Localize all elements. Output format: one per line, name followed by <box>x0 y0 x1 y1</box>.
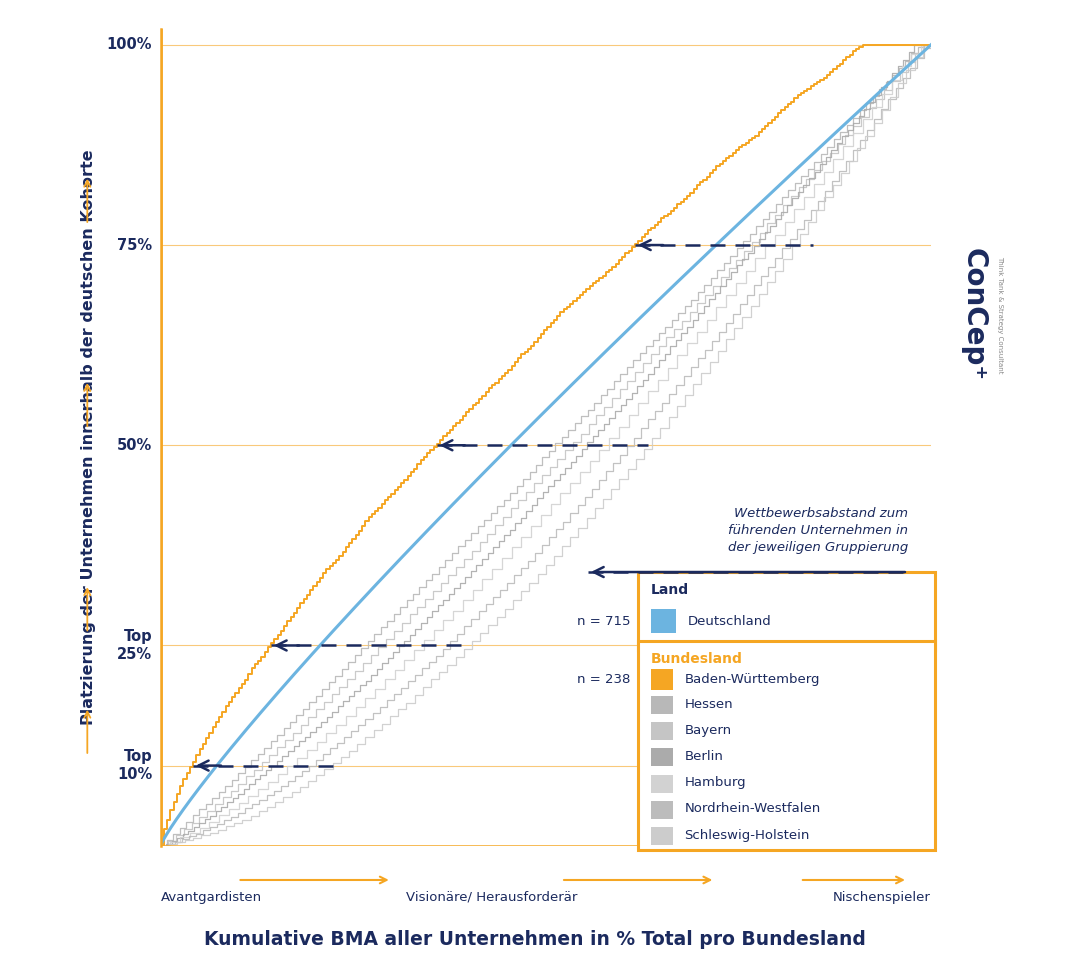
FancyBboxPatch shape <box>652 801 673 819</box>
FancyBboxPatch shape <box>652 826 673 845</box>
Text: Visionäre/ Herausforderär: Visionäre/ Herausforderär <box>407 891 578 903</box>
Text: Baden-Württemberg: Baden-Württemberg <box>685 674 820 686</box>
Text: Wettbewerbsabstand zum
führenden Unternehmen in
der jeweiligen Gruppierung: Wettbewerbsabstand zum führenden Unterne… <box>728 506 907 554</box>
Text: Hessen: Hessen <box>685 698 733 711</box>
Text: Bundesland: Bundesland <box>652 653 744 666</box>
Text: Schleswig-Holstein: Schleswig-Holstein <box>685 828 810 842</box>
FancyBboxPatch shape <box>652 723 673 740</box>
FancyBboxPatch shape <box>638 642 935 850</box>
Text: Nordrhein-Westfalen: Nordrhein-Westfalen <box>685 802 821 816</box>
Text: Berlin: Berlin <box>685 751 723 763</box>
Text: n = 715: n = 715 <box>577 614 630 628</box>
FancyBboxPatch shape <box>652 749 673 767</box>
Text: Think Tank & Strategy Consultant: Think Tank & Strategy Consultant <box>997 256 1004 374</box>
Text: Hamburg: Hamburg <box>685 776 746 789</box>
Text: Bayern: Bayern <box>685 724 732 737</box>
FancyBboxPatch shape <box>652 696 673 714</box>
Text: Nischenspieler: Nischenspieler <box>834 891 931 903</box>
Text: n = 238: n = 238 <box>577 674 630 686</box>
FancyBboxPatch shape <box>638 572 935 650</box>
Text: Land: Land <box>652 582 689 597</box>
Text: Avantgardisten: Avantgardisten <box>160 891 262 903</box>
Text: ConCep⁺: ConCep⁺ <box>960 248 988 382</box>
Text: Kumulative BMA aller Unternehmen in % Total pro Bundesland: Kumulative BMA aller Unternehmen in % To… <box>204 929 866 949</box>
Text: Deutschland: Deutschland <box>688 614 771 628</box>
Y-axis label: Platzierung der Unternehmen innerhalb der deutschen Kohorte: Platzierung der Unternehmen innerhalb de… <box>80 150 95 725</box>
FancyBboxPatch shape <box>652 609 676 633</box>
FancyBboxPatch shape <box>652 669 673 690</box>
FancyBboxPatch shape <box>652 775 673 793</box>
